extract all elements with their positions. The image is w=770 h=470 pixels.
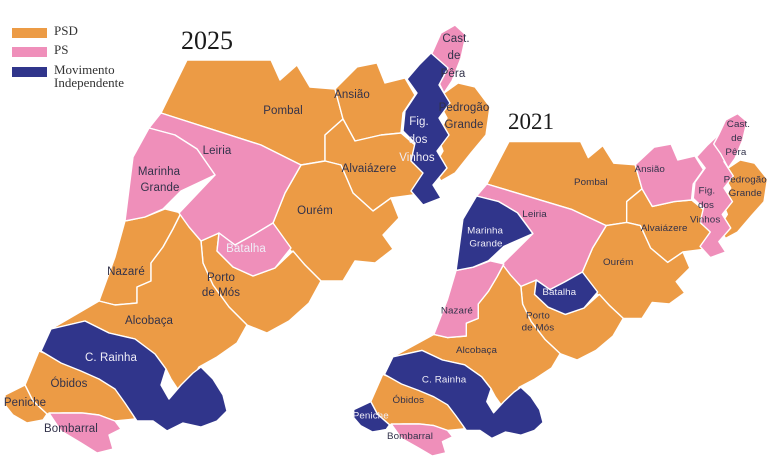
label-marinhagrande-2021: Grande (469, 239, 502, 250)
label-portodemos-2021: de Mós (522, 323, 555, 334)
map-2021: Pombal Ansião Alvaiázere Fig. dos Vinhos Cast.… (353, 112, 770, 464)
label-castpera-2021: Cast. (727, 119, 750, 130)
municipality-bombarral-2021 (391, 424, 452, 456)
label-ourem-2025: Ourém (297, 205, 333, 217)
label-figvinhos-2021: Fig. (699, 186, 716, 197)
municipality-peniche-2021 (354, 402, 390, 432)
municipality-peniche-2025 (5, 385, 47, 423)
municipality-castpera-2021 (714, 114, 747, 168)
label-batalha-2025: Batalha (226, 243, 266, 255)
label-castpera-2021: Pêra (725, 147, 747, 158)
psd-color-swatch (12, 28, 47, 38)
municipality-figvinhos-2021 (693, 136, 733, 258)
label-marinhagrande-2021: Marinha (467, 226, 504, 237)
label-crainha-2021: C. Rainha (422, 375, 467, 386)
label-nazare-2025: Nazaré (107, 266, 145, 278)
label-nazare-2021: Nazaré (441, 306, 473, 317)
label-marinhagrande-2025: Marinha (138, 166, 181, 178)
label-portodemos-2025: Porto (207, 272, 235, 284)
municipality-batalha-2021 (535, 272, 598, 314)
label-figvinhos-2025: Fig. (409, 116, 429, 128)
municipality-nazare-2021 (434, 261, 504, 338)
label-portodemos-2021: Porto (526, 311, 550, 322)
label-crainha-2025: C. Rainha (85, 352, 138, 364)
label-figvinhos-2021: dos (698, 200, 714, 211)
label-pedrogao-2021: Pedrogão (724, 175, 767, 186)
municipality-marinhagrande-2025 (125, 128, 215, 221)
legend-label-movimento-independente: Movimento Independente (54, 62, 125, 90)
municipality-bombarral-2025 (49, 413, 121, 453)
label-ansiao-2021: Ansião (634, 164, 664, 175)
label-leiria-2021: Leiria (522, 209, 547, 220)
municipality-batalha-2025 (217, 223, 291, 276)
movimento-independente-color-swatch (12, 67, 47, 77)
label-marinhagrande-2025: Grande (141, 182, 180, 194)
municipality-crainha-2025 (41, 321, 227, 431)
label-pedrogao-2025: Grande (445, 119, 484, 131)
legend: PSD PS Movimento Independente (12, 23, 172, 107)
label-castpera-2025: Cast. (442, 33, 469, 45)
label-obidos-2025: Óbidos (50, 377, 87, 390)
label-leiria-2025: Leiria (203, 145, 232, 157)
legend-label-psd: PSD (54, 23, 78, 38)
label-alcobaca-2025: Alcobaça (125, 315, 174, 327)
map-title-2021: 2021 (508, 109, 554, 134)
map-title-2025: 2025 (181, 26, 233, 55)
label-alvaiazere-2021: Alvaiázere (641, 223, 688, 234)
label-figvinhos-2025: Vinhos (399, 152, 435, 164)
ps-color-swatch (12, 47, 47, 57)
label-bombarral-2025: Bombarral (44, 423, 98, 435)
municipality-figvinhos-2025 (403, 53, 450, 205)
label-ansiao-2025: Ansião (334, 89, 370, 101)
label-pedrogao-2021: Grande (729, 188, 762, 199)
label-figvinhos-2021: Vinhos (690, 215, 720, 226)
municipality-marinhagrande-2021 (456, 196, 533, 270)
label-pombal-2025: Pombal (263, 105, 303, 117)
label-castpera-2025: Pêra (441, 68, 466, 80)
label-portodemos-2025: de Mós (202, 287, 240, 299)
label-figvinhos-2025: dos (409, 134, 428, 146)
label-alvaiazere-2025: Alvaiázere (342, 163, 397, 175)
label-alcobaca-2021: Alcobaça (456, 345, 498, 356)
label-peniche-2025: Peniche (4, 397, 46, 409)
label-pedrogao-2025: Pedrogão (439, 102, 490, 114)
label-castpera-2021: de (731, 133, 742, 144)
label-peniche-2021: Peniche (353, 411, 389, 422)
label-obidos-2021: Óbidos (393, 395, 425, 406)
label-pombal-2021: Pombal (574, 177, 608, 188)
label-ourem-2021: Ourém (603, 257, 633, 268)
label-batalha-2021: Batalha (542, 287, 576, 298)
municipality-crainha-2021 (384, 350, 543, 438)
label-castpera-2025: de (448, 50, 461, 62)
legend-label-ps: PS (54, 42, 69, 57)
map-2025: Pombal Ansião Alvaiázere Fig. dos Vinhos Cast.… (4, 23, 493, 463)
label-bombarral-2021: Bombarral (387, 431, 433, 442)
